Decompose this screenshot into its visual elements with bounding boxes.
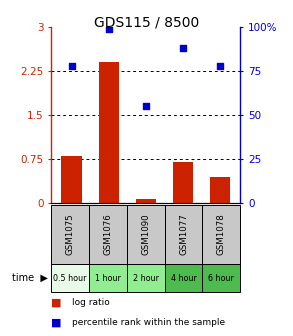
Text: 1 hour: 1 hour (95, 274, 121, 283)
Text: GSM1078: GSM1078 (217, 213, 226, 255)
Point (217, 63, 222, 69)
Text: ■: ■ (51, 297, 62, 307)
Point (106, 26, 111, 31)
Text: GSM1077: GSM1077 (179, 213, 188, 255)
Text: 0.5 hour: 0.5 hour (53, 274, 87, 283)
Text: 2 hour: 2 hour (133, 274, 159, 283)
Text: 4 hour: 4 hour (171, 274, 197, 283)
Text: ■: ■ (51, 318, 62, 328)
Text: GSM1090: GSM1090 (141, 214, 150, 255)
Bar (136, 199, 156, 203)
Text: GSM1075: GSM1075 (66, 213, 75, 255)
Text: percentile rank within the sample: percentile rank within the sample (72, 318, 225, 327)
Bar (62, 156, 82, 203)
Point (180, 45, 185, 51)
Bar (98, 62, 119, 203)
Text: log ratio: log ratio (72, 298, 110, 307)
Point (69, 63, 74, 69)
Text: 6 hour: 6 hour (208, 274, 234, 283)
Text: time  ▶: time ▶ (13, 273, 48, 283)
Text: GSM1076: GSM1076 (103, 213, 113, 255)
Text: GDS115 / 8500: GDS115 / 8500 (94, 15, 199, 29)
Bar (210, 177, 230, 203)
Point (144, 103, 148, 109)
Bar (173, 162, 193, 203)
